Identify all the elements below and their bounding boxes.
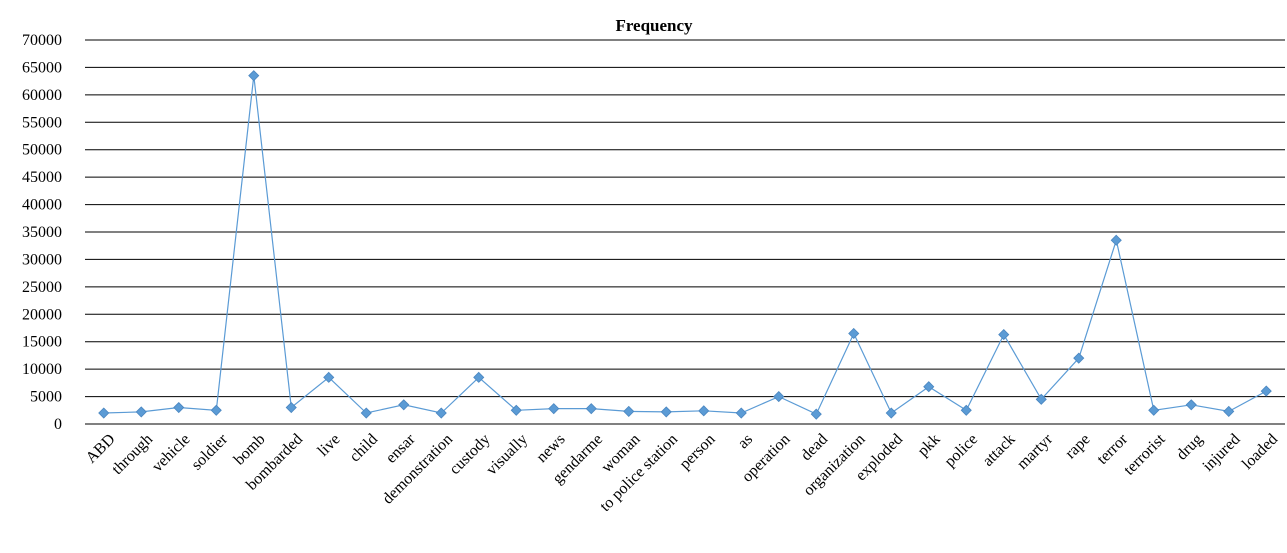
data-point [1185, 399, 1197, 411]
series-line [103, 75, 1267, 415]
x-tick-label: drug [1173, 431, 1206, 464]
y-tick-label: 30000 [22, 251, 62, 268]
data-point [173, 401, 185, 414]
y-tick-label: 0 [54, 416, 62, 433]
data-point [998, 329, 1010, 341]
data-point [473, 371, 485, 383]
x-tick-label: visually [483, 431, 531, 479]
y-tick-label: 50000 [22, 142, 62, 159]
data-point [135, 406, 147, 418]
y-tick-label: 55000 [22, 114, 62, 131]
x-tick-label: loaded [1239, 431, 1281, 473]
y-tick-label: 60000 [22, 87, 62, 104]
data-point [248, 70, 260, 82]
data-point [735, 407, 747, 419]
data-point [1223, 405, 1235, 417]
y-axis-ticks: 0 5000 10000 15000 20000 25000 30000 35000 40000… [22, 32, 62, 433]
data-point [660, 406, 672, 418]
y-tick-label: 35000 [22, 224, 62, 241]
data-point [1260, 385, 1272, 397]
data-point [585, 403, 597, 415]
x-tick-label: terrorist [1121, 430, 1169, 478]
data-point [885, 407, 897, 419]
data-point [285, 401, 297, 414]
data-point [210, 404, 222, 416]
y-tick-label: 25000 [22, 279, 62, 296]
data-point [1035, 393, 1047, 405]
x-tick-label: as [735, 431, 756, 452]
gridlines [85, 39, 1285, 425]
y-tick-label: 45000 [22, 169, 62, 186]
data-point [548, 403, 560, 415]
data-point [623, 405, 635, 417]
y-tick-label: 40000 [22, 197, 62, 214]
data-point [398, 399, 410, 411]
x-tick-label: pkk [915, 431, 944, 460]
data-point [698, 405, 710, 417]
data-point [1110, 234, 1122, 246]
y-tick-label: 15000 [22, 334, 62, 351]
x-tick-label: vehicle [149, 431, 194, 476]
x-tick-label: soldier [188, 430, 231, 473]
x-tick-label: martyr [1014, 430, 1057, 473]
data-point [810, 408, 822, 420]
data-point [510, 404, 522, 416]
data-series [98, 70, 1272, 420]
data-point [960, 404, 972, 416]
data-point [848, 327, 860, 340]
x-tick-label: police [941, 431, 981, 471]
data-point [1148, 404, 1160, 416]
x-tick-label: attack [980, 431, 1019, 470]
data-point [773, 391, 785, 403]
data-point [435, 407, 447, 419]
x-tick-label: through [109, 431, 156, 478]
data-point [98, 407, 110, 419]
y-tick-label: 70000 [22, 32, 62, 49]
y-tick-label: 65000 [22, 59, 62, 76]
x-tick-label: injured [1200, 431, 1244, 475]
chart-title: Frequency [615, 16, 693, 35]
x-tick-label: live [315, 431, 344, 460]
data-point [323, 371, 335, 383]
y-tick-label: 5000 [30, 389, 62, 406]
y-tick-label: 20000 [22, 306, 62, 323]
x-tick-label: dead [798, 431, 831, 464]
data-point [360, 407, 372, 419]
data-point [1073, 352, 1085, 364]
data-point [923, 381, 935, 393]
x-tick-label: child [346, 431, 381, 466]
x-tick-label: person [676, 431, 718, 473]
y-tick-label: 10000 [22, 361, 62, 378]
x-tick-label: rape [1062, 431, 1093, 462]
